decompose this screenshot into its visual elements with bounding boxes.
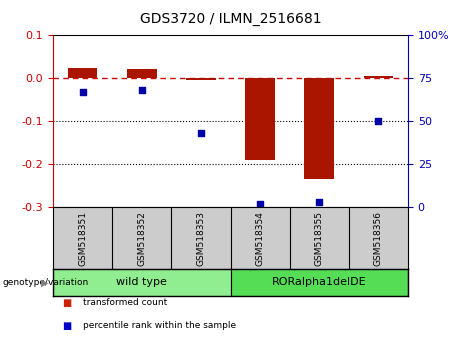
Text: GDS3720 / ILMN_2516681: GDS3720 / ILMN_2516681 [140,12,321,27]
Text: ■: ■ [62,298,71,308]
Bar [364,76,393,78]
Point [138,87,145,93]
Bar [53,207,112,269]
Point [79,89,86,95]
Bar [349,207,408,269]
Bar [230,269,408,296]
Bar [290,207,349,269]
Text: transformed count: transformed count [83,298,167,307]
Text: GSM518353: GSM518353 [196,211,206,266]
Text: GSM518356: GSM518356 [374,211,383,266]
Bar [68,68,97,78]
Text: GSM518354: GSM518354 [255,211,265,266]
Text: GSM518351: GSM518351 [78,211,87,266]
Text: genotype/variation: genotype/variation [2,278,89,287]
Point [315,199,323,205]
Bar [127,69,157,78]
Point [256,201,264,206]
Point [375,118,382,124]
Text: wild type: wild type [116,277,167,287]
Text: percentile rank within the sample: percentile rank within the sample [83,321,236,330]
Bar [112,207,171,269]
Bar [230,207,290,269]
Bar [245,78,275,160]
Bar [186,78,216,80]
Bar [304,78,334,179]
Bar [53,269,230,296]
Text: RORalpha1delDE: RORalpha1delDE [272,277,366,287]
Point [197,130,205,136]
Text: ▶: ▶ [41,277,48,287]
Bar [171,207,230,269]
Text: GSM518355: GSM518355 [315,211,324,266]
Text: ■: ■ [62,321,71,331]
Text: GSM518352: GSM518352 [137,211,146,266]
